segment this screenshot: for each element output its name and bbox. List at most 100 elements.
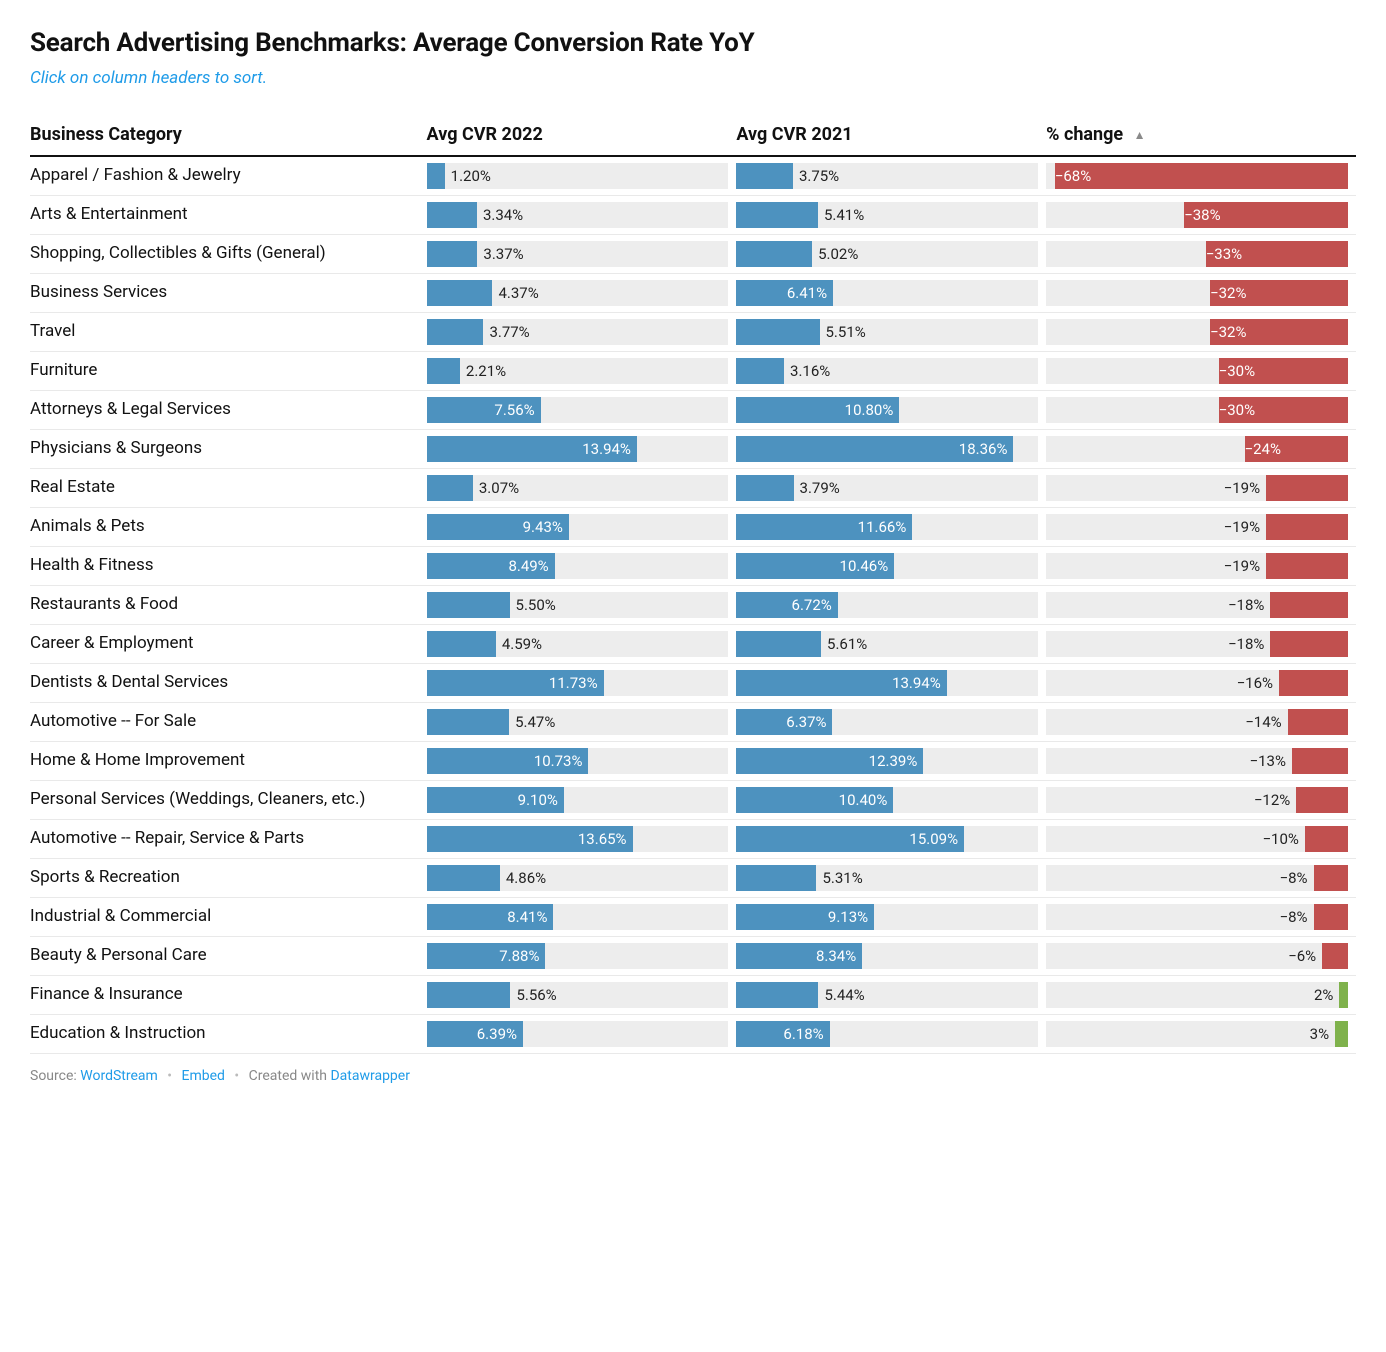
bar-fill [427,319,484,345]
bar-label: 1.20% [445,163,491,189]
bar-cell: 3.34% [427,202,729,228]
change-bar-fill [1314,904,1348,930]
change-bar-fill [1270,592,1348,618]
change-cell: −10% [1046,820,1356,859]
change-cell: 2% [1046,976,1356,1015]
col-header-change-label: % change [1046,124,1123,145]
category-cell: Industrial & Commercial [30,898,427,937]
bar-cell: 6.39% [427,1021,729,1047]
bar-label: 5.51% [820,319,866,345]
change-bar-cell: −19% [1046,475,1348,501]
change-bar-fill [1288,709,1348,735]
bar-cell: 10.80% [736,397,1038,423]
change-bar-label: −30% [1213,397,1348,423]
cvr2021-cell: 3.16% [736,352,1046,391]
bar-cell: 10.73% [427,748,729,774]
bar-cell: 5.51% [736,319,1038,345]
table-row: Home & Home Improvement10.73%12.39%−13% [30,742,1356,781]
change-bar-cell: −14% [1046,709,1348,735]
sort-asc-icon: ▲ [1134,128,1146,142]
cvr2021-cell: 10.40% [736,781,1046,820]
bar-label: 11.73% [549,670,604,696]
table-row: Restaurants & Food5.50%6.72%−18% [30,586,1356,625]
cvr2022-cell: 5.50% [427,586,737,625]
bar-label: 9.10% [518,787,564,813]
change-bar-cell: −8% [1046,865,1348,891]
cvr2022-cell: 7.88% [427,937,737,976]
cvr2021-cell: 5.41% [736,196,1046,235]
cvr2022-cell: 2.21% [427,352,737,391]
bar-label: 4.59% [496,631,542,657]
change-bar-cell: −24% [1046,436,1348,462]
cvr2021-cell: 11.66% [736,508,1046,547]
footer-sep-2: • [234,1068,239,1084]
col-header-category[interactable]: Business Category [30,114,427,156]
bar-cell: 4.37% [427,280,729,306]
col-header-cvr2022[interactable]: Avg CVR 2022 [427,114,737,156]
cvr2022-cell: 8.41% [427,898,737,937]
table-row: Automotive -- Repair, Service & Parts 13.… [30,820,1356,859]
bar-label: 8.41% [507,904,553,930]
cvr2022-cell: 11.73% [427,664,737,703]
change-bar-label: −8% [1280,904,1314,930]
table-row: Sports & Recreation4.86%5.31%−8% [30,859,1356,898]
change-bar-label: −32% [1204,280,1348,306]
bar-label: 3.37% [477,241,523,267]
table-row: Furniture2.21%3.16%−30% [30,352,1356,391]
change-bar-fill [1292,748,1348,774]
bar-cell: 4.59% [427,631,729,657]
change-bar-label: −38% [1178,202,1348,228]
change-bar-label: −12% [1254,787,1296,813]
cvr2022-cell: 7.56% [427,391,737,430]
bar-label: 5.61% [821,631,867,657]
bar-fill [427,865,500,891]
bar-label: 5.41% [818,202,864,228]
change-bar-fill [1305,826,1348,852]
change-bar-label: −30% [1213,358,1348,384]
bar-fill [427,592,510,618]
change-bar-label: 3% [1310,1021,1335,1047]
table-row: Shopping, Collectibles & Gifts (General)… [30,235,1356,274]
change-bar-label: −18% [1228,592,1270,618]
col-header-cvr2021[interactable]: Avg CVR 2021 [736,114,1046,156]
change-bar-cell: −38% [1046,202,1348,228]
bar-cell: 7.56% [427,397,729,423]
cvr2021-cell: 6.37% [736,703,1046,742]
col-header-change[interactable]: % change ▲ [1046,114,1356,156]
bar-fill [427,163,445,189]
bar-cell: 3.16% [736,358,1038,384]
bar-label: 13.94% [892,670,947,696]
bar-label: 13.65% [578,826,633,852]
bar-label: 15.09% [909,826,964,852]
change-bar-cell: −10% [1046,826,1348,852]
footer-embed-link[interactable]: Embed [182,1068,225,1084]
category-cell: Shopping, Collectibles & Gifts (General) [30,235,427,274]
change-bar-label: −19% [1224,553,1266,579]
change-cell: −68% [1046,156,1356,196]
bar-cell: 8.41% [427,904,729,930]
bar-cell: 5.02% [736,241,1038,267]
change-bar-fill [1314,865,1348,891]
table-body: Apparel / Fashion & Jewelry1.20%3.75%−68… [30,156,1356,1054]
cvr2022-cell: 4.37% [427,274,737,313]
cvr2021-cell: 3.79% [736,469,1046,508]
change-bar-label: −8% [1280,865,1314,891]
footer-created-link[interactable]: Datawrapper [330,1068,410,1084]
change-bar-label: −18% [1228,631,1270,657]
footer-source-link[interactable]: WordStream [80,1068,158,1084]
bar-label: 8.34% [816,943,862,969]
bar-cell: 4.86% [427,865,729,891]
change-bar-cell: 2% [1046,982,1348,1008]
change-bar-label: 2% [1314,982,1339,1008]
category-cell: Personal Services (Weddings, Cleaners, e… [30,781,427,820]
bar-cell: 9.43% [427,514,729,540]
bar-fill [736,358,784,384]
cvr2022-cell: 13.65% [427,820,737,859]
change-bar-cell: −32% [1046,280,1348,306]
category-cell: Automotive -- Repair, Service & Parts [30,820,427,859]
category-cell: Travel [30,313,427,352]
change-bar-cell: −19% [1046,514,1348,540]
bar-label: 6.41% [787,280,833,306]
change-bar-label: −32% [1204,319,1348,345]
cvr2022-cell: 3.37% [427,235,737,274]
